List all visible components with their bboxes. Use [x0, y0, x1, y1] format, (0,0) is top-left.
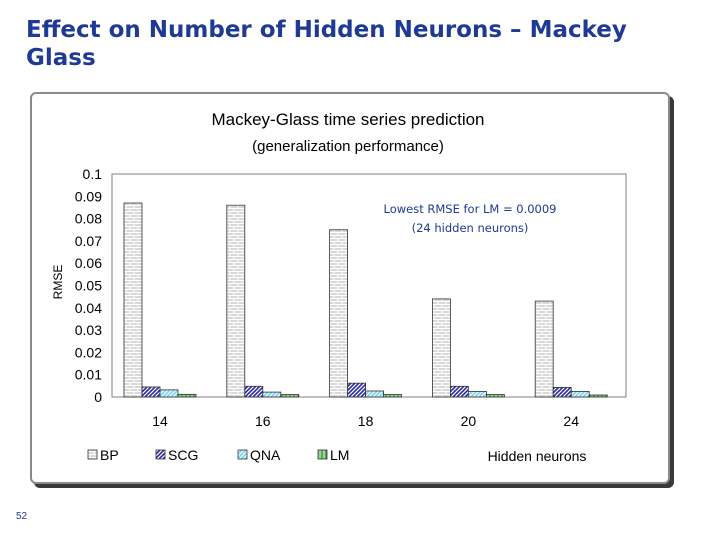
bar-bp-16 — [226, 204, 246, 398]
y-tick-label: 0.01 — [75, 367, 102, 383]
y-tick-label: 0.08 — [75, 211, 102, 227]
chart-subtitle: (generalization performance) — [252, 138, 444, 155]
bar-lm-18 — [383, 394, 403, 398]
x-tick-label: 16 — [255, 413, 271, 429]
annotation-line-2: (24 hidden neurons) — [412, 221, 529, 235]
bars-group — [123, 202, 608, 398]
legend-swatch-scg — [155, 449, 166, 460]
bar-qna-20 — [467, 391, 487, 398]
y-tick-label: 0.02 — [75, 344, 102, 360]
bar-scg-16 — [244, 385, 264, 398]
legend-label-bp: BP — [100, 447, 119, 463]
y-tick-label: 0.06 — [75, 255, 102, 271]
y-axis-ticks: 0 0.01 0.02 0.03 0.04 0.05 0.06 0.07 0.08 0.09 0.1 — [75, 166, 102, 405]
x-tick-label: 20 — [461, 413, 477, 429]
chart-title: Mackey-Glass time series prediction — [211, 110, 484, 129]
y-tick-label: 0.09 — [75, 188, 102, 204]
bar-bp-20 — [431, 298, 451, 398]
rmse-bar-chart: Mackey-Glass time series prediction (gen… — [51, 110, 627, 464]
x-axis-ticks: 14 16 18 20 24 — [152, 413, 579, 429]
page-number: 52 — [16, 511, 28, 522]
legend-swatch-qna — [237, 449, 248, 460]
bar-lm-16 — [280, 394, 300, 398]
legend-swatch-lm — [317, 449, 328, 460]
x-axis-label: Hidden neurons — [488, 448, 587, 464]
bar-scg-20 — [449, 385, 469, 398]
y-axis-label: RMSE — [51, 265, 65, 300]
bar-qna-18 — [365, 390, 385, 398]
legend: BP SCG QNA LM — [87, 447, 349, 463]
y-tick-label: 0 — [94, 389, 102, 405]
bar-qna-14 — [159, 389, 179, 398]
chart-frame: Mackey-Glass time series prediction (gen… — [30, 92, 670, 484]
legend-swatch-bp — [87, 449, 98, 460]
y-tick-label: 0.03 — [75, 322, 102, 338]
bar-scg-24 — [552, 387, 572, 398]
x-tick-label: 14 — [152, 413, 168, 429]
annotation-line-1: Lowest RMSE for LM = 0.0009 — [384, 202, 557, 216]
bar-qna-24 — [570, 391, 590, 398]
bar-lm-14 — [177, 393, 197, 398]
x-tick-label: 24 — [563, 413, 579, 429]
bar-bp-24 — [534, 300, 554, 398]
bar-lm-24 — [588, 394, 608, 398]
legend-label-qna: QNA — [250, 447, 281, 463]
slide-title: Effect on Number of Hidden Neurons – Mac… — [26, 17, 627, 71]
bar-bp-14 — [123, 202, 143, 398]
legend-label-lm: LM — [330, 447, 349, 463]
bar-scg-14 — [141, 386, 161, 398]
bar-scg-18 — [347, 382, 367, 398]
legend-label-scg: SCG — [168, 447, 198, 463]
bar-qna-16 — [262, 391, 282, 398]
y-tick-label: 0.1 — [83, 166, 103, 182]
y-tick-label: 0.04 — [75, 300, 102, 316]
x-tick-label: 18 — [358, 413, 374, 429]
bar-lm-20 — [485, 394, 505, 398]
y-tick-label: 0.05 — [75, 278, 102, 294]
bar-bp-18 — [329, 229, 349, 398]
y-tick-label: 0.07 — [75, 233, 102, 249]
